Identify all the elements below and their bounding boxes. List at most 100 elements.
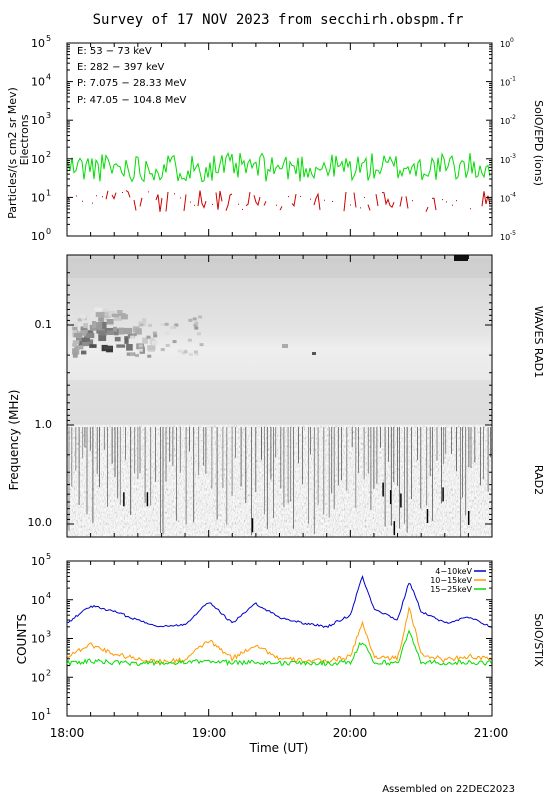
epd-legend: E: 53 − 73 keV E: 282 − 397 keV P: 7.075… [77,46,187,106]
rad1-burst-pixel [117,310,123,314]
rad1-burst-pixel [152,331,157,335]
y-tick-exponent-right: -3 [510,153,516,160]
stix-series-15-25keV [66,629,492,667]
rad1-burst-pixel [72,325,78,331]
waves-rad2-label: RAD2 [532,465,545,495]
rad1-burst-pixel [160,348,165,352]
y-tick-label-right: 10 [500,156,510,165]
y-tick-label-right: 10 [500,40,510,49]
stix-series-10-15keV [66,606,492,665]
rad1-burst-pixel [81,342,90,347]
y-tick-exponent: 0 [46,227,51,236]
rad1-burst-pixel [124,337,129,344]
stix-series [66,574,492,667]
y-tick-label: 10 [31,37,45,50]
rad1-burst-pixel [148,323,153,327]
waves-tick-label: 10.0 [28,516,53,529]
epd-ylabel-electrons: Electrons [18,114,31,165]
stix-frame [66,560,493,717]
epd-red-series [125,190,131,198]
rad1-burst-pixel [91,312,98,318]
epd-red-series [225,193,233,211]
rad1-burst-pixel [165,331,170,335]
epd-red-series [291,194,297,207]
rad1-dark-spot [312,352,316,355]
x-tick-label: 21:00 [474,726,509,740]
epd-red-series [481,191,491,207]
epd-red-series [139,197,143,207]
rad1-burst-pixel [72,322,78,327]
rad1-burst-pixel [193,323,198,327]
epd-ylabel: Particles/(s cm2 sr Mev) [6,87,19,219]
rad1-burst-pixel [138,344,143,348]
rad1-burst-pixel [92,321,97,328]
rad1-burst-pixel [113,316,123,321]
waves-tick-label: 0.1 [35,318,53,331]
rad1-burst-pixel [94,322,102,330]
y-tick-exponent: 4 [46,73,51,82]
rad1-burst-pixel [123,327,133,335]
epd-legend-item: E: 282 − 397 keV [77,62,165,73]
rad1-burst-pixel [77,346,84,350]
stix-legend: 4−10keV 10−15keV 15−25keV [430,567,486,594]
rad1-burst-pixel [111,313,119,318]
rad1-burst-pixel [100,311,109,317]
stix-legend-item: 10−15keV [430,576,472,585]
epd-green-series [67,151,491,183]
y-tick-exponent-right: 0 [510,37,514,44]
rad1-band [67,258,492,278]
rad1-burst-pixel [72,340,80,344]
stix-right-label: SolO/STIX [532,613,545,667]
rad1-burst-pixel [188,318,193,322]
rad1-burst-pixel [98,334,107,342]
rad1-burst-pixel [72,351,78,358]
y-tick-exponent: 5 [46,552,51,561]
epd-legend-item: P: 47.05 − 104.8 MeV [77,95,187,106]
epd-red-series [425,206,429,212]
rad1-burst-pixel [193,350,198,354]
epd-red-series [375,194,379,207]
rad1-burst-pixel [102,308,109,313]
epd-red-series [215,190,223,210]
rad1-burst-pixel [81,337,90,342]
rad1-burst-pixel [73,333,83,338]
rad1-burst-pixel [146,335,151,339]
rad1-burst-pixel [142,337,148,344]
epd-red-series [245,192,251,206]
epd-red-series [313,192,321,210]
rad1-burst-pixel [130,352,135,356]
rad1-burst-pixel [165,343,170,347]
epd-right-label: SolO/EPD (ions) [532,100,545,186]
y-tick-exponent: 2 [46,150,51,159]
rad1-burst-pixel [172,325,177,329]
y-tick-exponent: 2 [46,668,51,677]
y-tick-label: 10 [31,710,45,723]
rad1-burst-pixel [160,322,165,326]
waves-ticks [66,255,493,537]
y-tick-exponent: 4 [46,591,51,600]
rad1-burst-pixel [89,344,97,348]
x-tick-label: 18:00 [50,726,85,740]
rad1-burst-pixel [147,345,156,351]
figure-title: Survey of 17 NOV 2023 from secchirh.obsp… [93,12,464,28]
rad1-burst-pixel [80,314,87,319]
rad1-features [67,255,492,424]
waves-rad1-label: WAVES RAD1 [532,306,545,378]
rad1-burst-pixel [174,323,179,327]
rad1-burst-pixel [72,343,78,347]
epd-panel: 10 510 010 410 -110 310 -210 210 -310 110 -410 010-… [6,34,545,243]
rad1-burst-pixel [113,326,118,332]
epd-series [67,151,491,212]
y-tick-label-right: 10 [500,233,510,242]
rad1-burst-pixel [116,344,126,348]
y-tick-label: 10 [31,555,45,568]
rad1-burst-pixel [81,350,87,355]
rad1-burst-pixel [77,318,83,322]
epd-legend-item: P: 7.075 − 28.33 MeV [77,78,187,89]
rad1-burst-pixel [106,319,114,325]
rad1-burst-pixel [107,330,114,335]
rad1-burst-pixel [139,323,144,327]
epd-red-series [279,206,283,211]
